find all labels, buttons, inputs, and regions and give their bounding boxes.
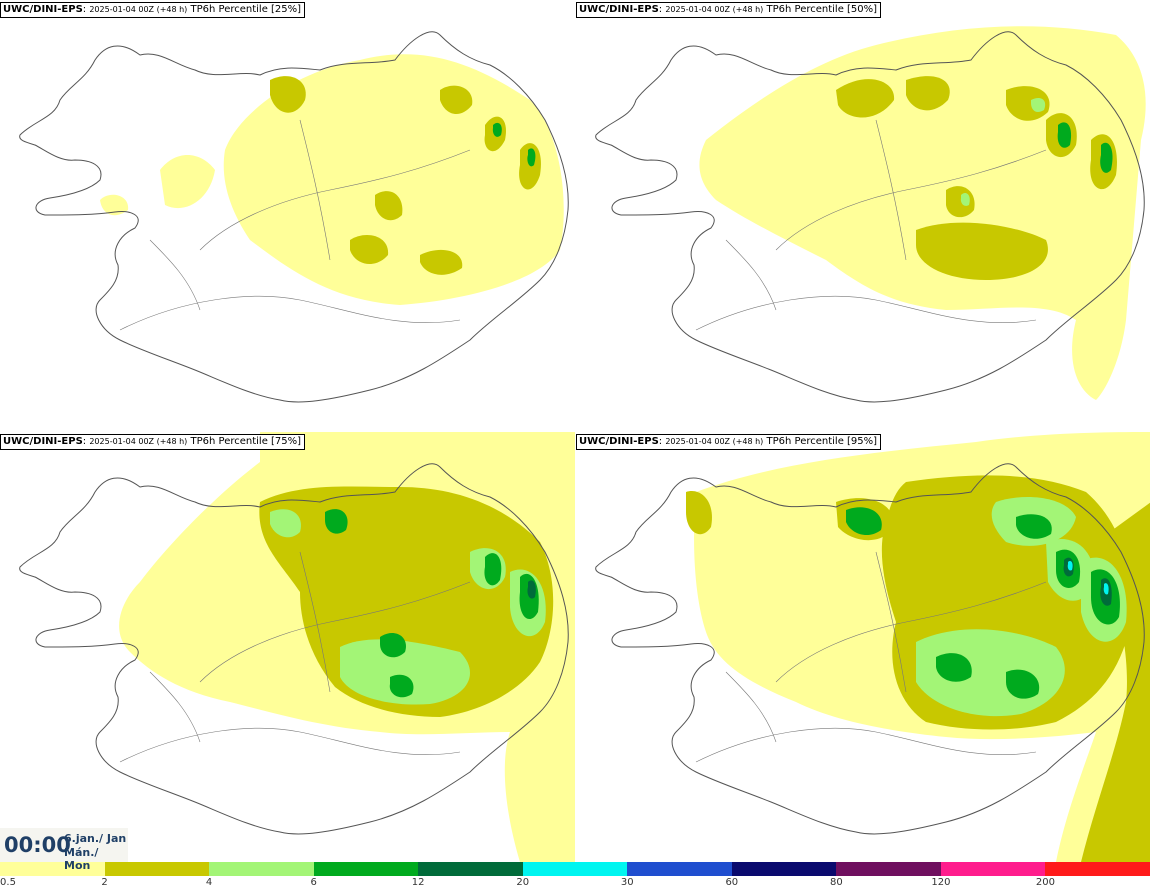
model-name: UWC/DINI-EPS (3, 436, 83, 447)
model-name: UWC/DINI-EPS (3, 4, 83, 15)
precip-map-p50 (595, 26, 1146, 403)
map-panel-p25: UWC/DINI-EPS: 2025-01-04 00Z (+48 h) TP6… (0, 0, 575, 430)
panel-title-p25: UWC/DINI-EPS: 2025-01-04 00Z (+48 h) TP6… (0, 2, 306, 18)
colorbar-segment (1045, 862, 1150, 876)
colorbar-segment (313, 862, 419, 876)
precip-fill (100, 54, 564, 305)
roads-rivers (695, 551, 1047, 763)
precip-map-p25 (19, 31, 569, 403)
colorbar-tick-label: 60 (725, 877, 739, 888)
map-panel-p95: UWC/DINI-EPS: 2025-01-04 00Z (+48 h) TP6… (576, 432, 1150, 862)
colorbar-segment (940, 862, 1046, 876)
roads-rivers (119, 119, 471, 331)
colorbar-tick-label: 30 (620, 877, 634, 888)
valid-date-line2: Mán./ Mon (64, 846, 99, 872)
colorbar-segment (0, 862, 105, 876)
field-label: TP6h Percentile [25%] (190, 4, 302, 15)
colorbar-tick-label: 2 (101, 877, 108, 888)
colorbar-tick-label: 80 (829, 877, 843, 888)
roads-rivers (119, 551, 471, 763)
precip-map-p75 (19, 432, 575, 862)
iceland-coastline (595, 31, 1145, 403)
colorbar-tick-label: 4 (205, 877, 213, 888)
colorbar-segment (522, 862, 628, 876)
colorbar-segment (836, 862, 942, 876)
precip-colorbar (0, 862, 1150, 878)
field-label: TP6h Percentile [75%] (190, 436, 302, 447)
colorbar-segment (731, 862, 837, 876)
run-time: 2025-01-04 00Z (+48 h) (89, 5, 188, 14)
precip-fill (686, 432, 1150, 862)
run-time: 2025-01-04 00Z (+48 h) (665, 437, 764, 446)
panel-title-p50: UWC/DINI-EPS: 2025-01-04 00Z (+48 h) TP6… (576, 2, 882, 18)
colorbar-segment (627, 862, 733, 876)
iceland-coastline (19, 31, 569, 403)
colorbar-tick-label: 12 (411, 877, 425, 888)
valid-time-box: 00:00 6.jan./ Jan Mán./ Mon (0, 828, 128, 872)
precip-fill (699, 26, 1146, 401)
precip-fill (119, 432, 575, 862)
iceland-coastline (595, 463, 1145, 835)
colorbar-tick-label: 120 (931, 877, 951, 888)
model-name: UWC/DINI-EPS (579, 4, 659, 15)
colorbar-tick-label: 6 (310, 877, 317, 888)
panel-title-p95: UWC/DINI-EPS: 2025-01-04 00Z (+48 h) TP6… (576, 434, 882, 450)
panel-title-p75: UWC/DINI-EPS: 2025-01-04 00Z (+48 h) TP6… (0, 434, 306, 450)
valid-date-line1: 6.jan./ Jan (64, 832, 127, 845)
colorbar-segment (104, 862, 210, 876)
colorbar-segment (418, 862, 524, 876)
map-panel-p50: UWC/DINI-EPS: 2025-01-04 00Z (+48 h) TP6… (576, 0, 1150, 430)
valid-time-clock: 00:00 (4, 833, 71, 857)
model-name: UWC/DINI-EPS (579, 436, 659, 447)
map-panel-p75: UWC/DINI-EPS: 2025-01-04 00Z (+48 h) TP6… (0, 432, 575, 862)
iceland-coastline (19, 463, 569, 835)
roads-rivers (695, 119, 1047, 331)
colorbar-segment (209, 862, 315, 876)
colorbar-tick-label: 200 (1035, 877, 1055, 888)
colorbar-tick-label: 20 (516, 877, 530, 888)
field-label: TP6h Percentile [95%] (766, 436, 878, 447)
field-label: TP6h Percentile [50%] (766, 4, 878, 15)
run-time: 2025-01-04 00Z (+48 h) (665, 5, 764, 14)
precip-map-p95 (595, 432, 1150, 862)
colorbar-tick-label: 0.5 (0, 877, 16, 888)
run-time: 2025-01-04 00Z (+48 h) (89, 437, 188, 446)
